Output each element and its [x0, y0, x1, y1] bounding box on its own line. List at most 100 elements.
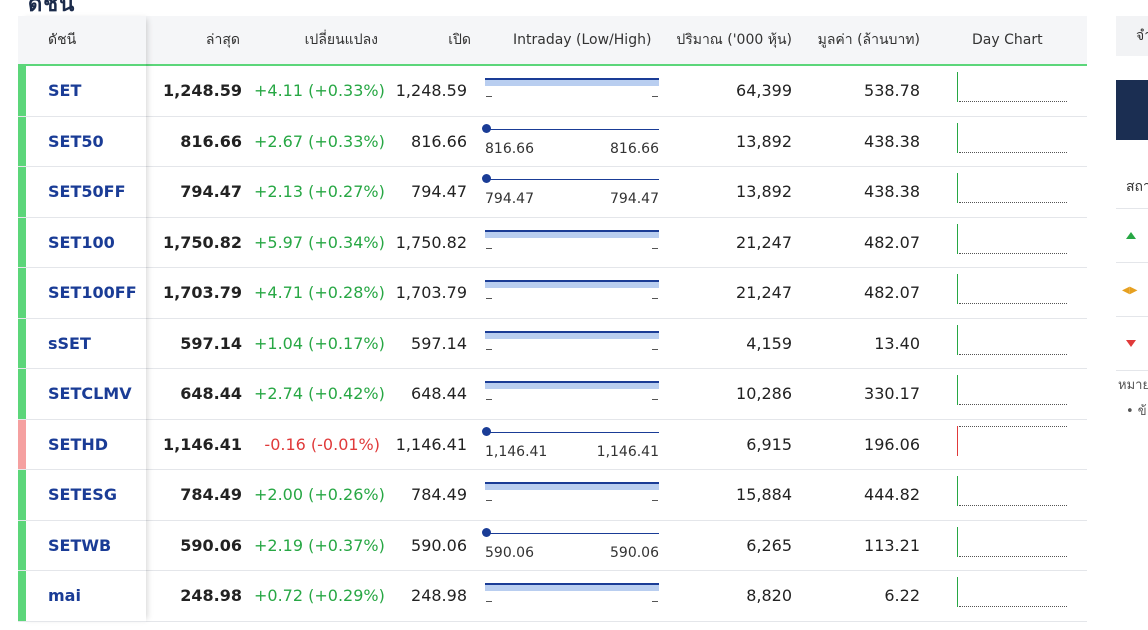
day-chart-baseline [959, 101, 1067, 102]
last-price: 816.66 [180, 131, 242, 151]
index-name-link[interactable]: SET50 [48, 131, 104, 151]
price-change: +5.97 (+0.34%) [254, 232, 385, 252]
index-name-link[interactable]: sSET [48, 333, 91, 353]
trade-value: 482.07 [864, 232, 920, 252]
table-row[interactable]: SET50 816.66 +2.67 (+0.33%) 816.66 816.6… [18, 116, 1087, 167]
day-chart-line [957, 577, 958, 607]
day-chart-line [957, 223, 958, 254]
index-name-link[interactable]: SETWB [48, 535, 112, 555]
day-chart-sparkline[interactable] [957, 476, 1069, 506]
intraday-low: 1,146.41 [485, 443, 548, 460]
day-chart-line [957, 526, 958, 557]
intraday-low-marker [486, 348, 492, 350]
header-last[interactable]: ล่าสุด [205, 32, 240, 48]
open-price: 794.47 [411, 182, 467, 201]
day-chart-sparkline[interactable] [957, 223, 1069, 254]
open-price: 597.14 [411, 333, 467, 353]
intraday-low: 816.66 [485, 140, 534, 157]
index-name-link[interactable]: SETCLMV [48, 384, 132, 403]
intraday-range-band [485, 482, 659, 490]
intraday-low-marker [486, 399, 492, 400]
day-chart-sparkline[interactable] [957, 72, 1069, 102]
intraday-range-band [485, 280, 659, 288]
index-name-link[interactable]: SET [48, 81, 82, 100]
price-change: +2.13 (+0.27%) [254, 182, 385, 201]
divider [1116, 316, 1148, 317]
direction-bar [18, 470, 26, 520]
sidebar-box[interactable]: จำ [1116, 16, 1148, 56]
table-row[interactable]: SETESG 784.49 +2.00 (+0.26%) 784.49 15,8… [18, 470, 1087, 521]
table-row[interactable]: SETCLMV 648.44 +2.74 (+0.42%) 648.44 10,… [18, 369, 1087, 420]
day-chart-sparkline[interactable] [957, 577, 1069, 607]
day-chart-sparkline[interactable] [957, 425, 1069, 456]
last-price: 248.98 [180, 586, 242, 605]
table-row[interactable]: SET100FF 1,703.79 +4.71 (+0.28%) 1,703.7… [18, 268, 1087, 319]
day-chart-line [957, 375, 958, 405]
index-name-link[interactable]: mai [48, 586, 81, 605]
open-price: 1,248.59 [395, 81, 467, 100]
index-name-link[interactable]: SET100 [48, 232, 115, 252]
trade-value: 444.82 [864, 485, 920, 504]
direction-bar [18, 520, 26, 570]
direction-bar [18, 369, 26, 419]
table-row[interactable]: SET 1,248.59 +4.11 (+0.33%) 1,248.59 64,… [18, 66, 1087, 117]
intraday-range [485, 268, 659, 318]
last-price: 590.06 [180, 535, 242, 555]
intraday-range [485, 218, 659, 268]
down-triangle-icon [1126, 340, 1136, 347]
trade-value: 482.07 [864, 283, 920, 302]
header-value[interactable]: มูลค่า (ล้านบาท) [817, 32, 920, 48]
trade-value: 13.40 [874, 333, 920, 353]
intraday-low: 794.47 [485, 191, 534, 207]
day-chart-sparkline[interactable] [957, 526, 1069, 557]
day-chart-line [957, 425, 958, 456]
volume: 15,884 [736, 485, 792, 504]
price-change: +4.71 (+0.28%) [254, 283, 385, 302]
intraday-range [485, 470, 659, 520]
direction-bar [18, 419, 26, 469]
volume: 6,265 [746, 535, 792, 555]
header-index[interactable]: ดัชนี [48, 32, 77, 48]
header-change[interactable]: เปลี่ยนแปลง [304, 32, 378, 48]
table-row[interactable]: SETHD 1,146.41 -0.16 (-0.01%) 1,146.41 1… [18, 419, 1087, 470]
table-row[interactable]: SET100 1,750.82 +5.97 (+0.34%) 1,750.82 … [18, 217, 1087, 268]
table-row[interactable]: sSET 597.14 +1.04 (+0.17%) 597.14 4,159 … [18, 318, 1087, 369]
intraday-range [485, 66, 659, 116]
intraday-high-marker [652, 247, 658, 249]
day-chart-sparkline[interactable] [957, 324, 1069, 355]
sidebar-note: หมาย [1118, 378, 1148, 393]
intraday-low-marker [486, 298, 492, 299]
intraday-high: 1,146.41 [596, 443, 659, 460]
header-open[interactable]: เปิด [448, 32, 471, 48]
price-change: +2.67 (+0.33%) [254, 131, 385, 151]
header-volume[interactable]: ปริมาณ ('000 หุ้น) [676, 32, 792, 48]
table-row[interactable]: mai 248.98 +0.72 (+0.29%) 248.98 8,820 6… [18, 571, 1087, 622]
intraday-range-band [485, 583, 659, 591]
divider [1116, 370, 1148, 371]
intraday-marker [482, 527, 491, 537]
day-chart-baseline [959, 404, 1067, 405]
header-intraday[interactable]: Intraday (Low/High) [513, 32, 652, 48]
trade-value: 113.21 [864, 535, 920, 555]
last-price: 784.49 [180, 485, 242, 504]
last-price: 1,146.41 [163, 434, 242, 454]
header-daychart: Day Chart [972, 32, 1043, 48]
table-row[interactable]: SET50FF 794.47 +2.13 (+0.27%) 794.47 794… [18, 167, 1087, 218]
day-chart-sparkline[interactable] [957, 173, 1069, 203]
intraday-range-band [485, 330, 659, 339]
day-chart-sparkline[interactable] [957, 375, 1069, 405]
volume: 10,286 [736, 384, 792, 403]
index-name-link[interactable]: SETHD [48, 434, 109, 454]
table-row[interactable]: SETWB 590.06 +2.19 (+0.37%) 590.06 590.0… [18, 520, 1087, 571]
index-name-link[interactable]: SETESG [48, 485, 117, 504]
index-name-link[interactable]: SET100FF [48, 283, 137, 302]
day-chart-baseline [959, 202, 1067, 203]
intraday-range-line [485, 179, 659, 180]
index-name-link[interactable]: SET50FF [48, 182, 126, 201]
day-chart-baseline [959, 425, 1067, 427]
day-chart-sparkline[interactable] [957, 122, 1069, 153]
volume: 21,247 [736, 283, 792, 302]
intraday-low: 590.06 [485, 544, 534, 561]
day-chart-sparkline[interactable] [957, 274, 1069, 304]
open-price: 1,146.41 [395, 434, 467, 454]
